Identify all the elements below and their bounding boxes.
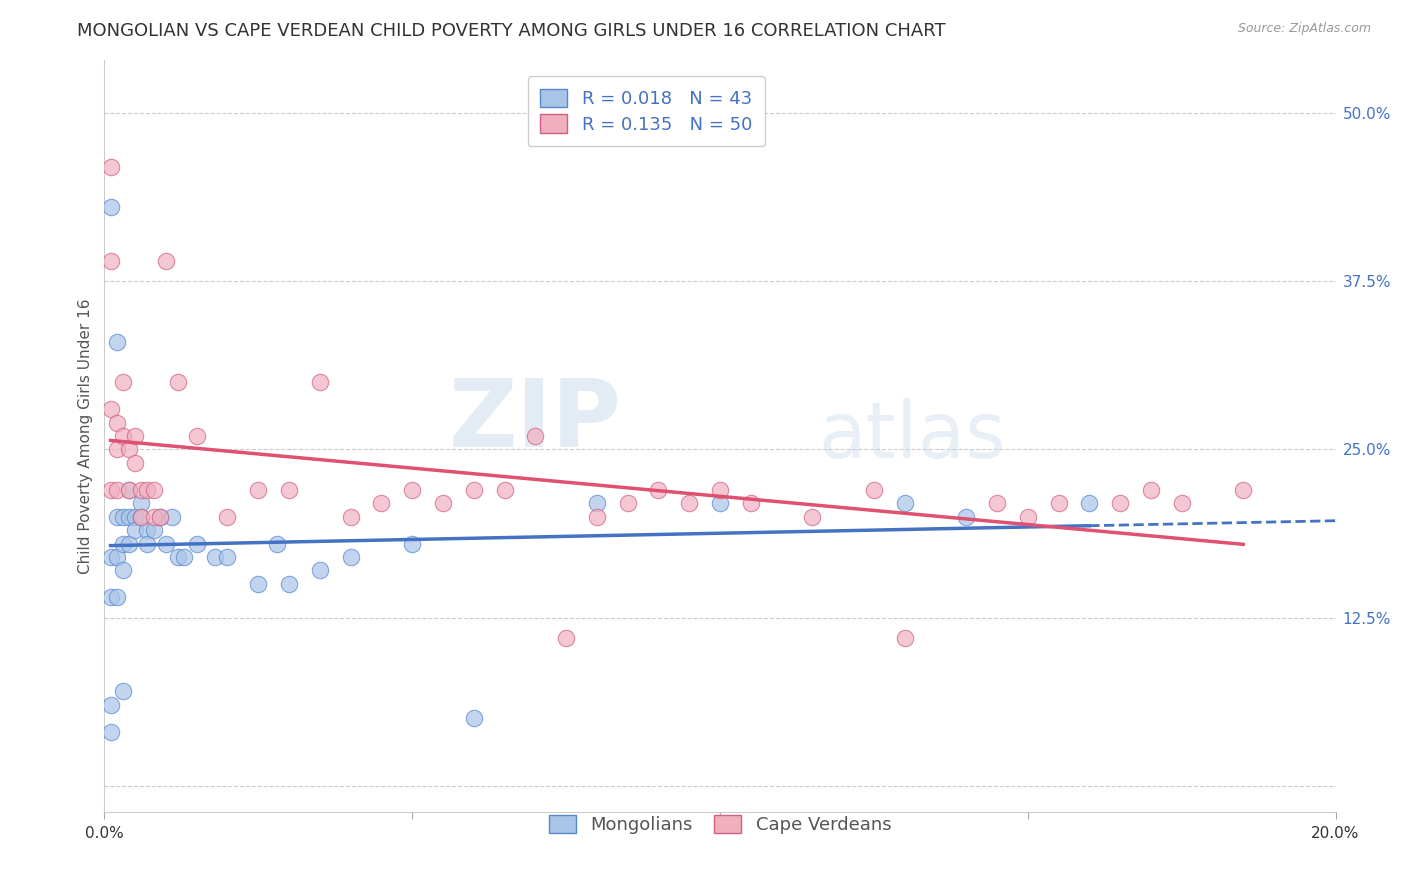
Point bbox=[586, 509, 609, 524]
Point bbox=[118, 483, 141, 497]
Point bbox=[1170, 496, 1192, 510]
Point bbox=[173, 549, 195, 564]
Point bbox=[1109, 496, 1132, 510]
Point bbox=[105, 334, 128, 349]
Point bbox=[278, 577, 301, 591]
Y-axis label: Child Poverty Among Girls Under 16: Child Poverty Among Girls Under 16 bbox=[79, 298, 93, 574]
Point bbox=[131, 496, 153, 510]
Point bbox=[100, 201, 122, 215]
Point bbox=[463, 483, 485, 497]
Point bbox=[100, 254, 122, 268]
Point bbox=[370, 496, 392, 510]
Point bbox=[118, 509, 141, 524]
Point bbox=[160, 509, 183, 524]
Point bbox=[111, 564, 134, 578]
Point bbox=[709, 496, 731, 510]
Point bbox=[801, 509, 824, 524]
Point bbox=[118, 442, 141, 457]
Text: atlas: atlas bbox=[818, 398, 1005, 474]
Point bbox=[142, 523, 165, 537]
Point bbox=[217, 549, 239, 564]
Point bbox=[100, 402, 122, 417]
Point bbox=[124, 523, 146, 537]
Point bbox=[155, 536, 177, 550]
Text: ZIP: ZIP bbox=[449, 375, 621, 467]
Point bbox=[100, 724, 122, 739]
Point bbox=[893, 496, 915, 510]
Point bbox=[100, 698, 122, 712]
Point bbox=[247, 577, 270, 591]
Point bbox=[155, 254, 177, 268]
Point bbox=[100, 549, 122, 564]
Point bbox=[463, 711, 485, 725]
Point bbox=[136, 483, 159, 497]
Point bbox=[105, 442, 128, 457]
Point bbox=[494, 483, 516, 497]
Point bbox=[524, 429, 547, 443]
Point bbox=[111, 509, 134, 524]
Point bbox=[401, 483, 423, 497]
Point bbox=[1232, 483, 1254, 497]
Legend: Mongolians, Cape Verdeans: Mongolians, Cape Verdeans bbox=[537, 804, 903, 845]
Point bbox=[278, 483, 301, 497]
Point bbox=[266, 536, 288, 550]
Point bbox=[647, 483, 669, 497]
Point bbox=[136, 523, 159, 537]
Point bbox=[616, 496, 638, 510]
Point bbox=[142, 483, 165, 497]
Point bbox=[555, 631, 578, 645]
Point bbox=[131, 509, 153, 524]
Point bbox=[111, 684, 134, 698]
Point bbox=[1047, 496, 1070, 510]
Point bbox=[709, 483, 731, 497]
Point bbox=[204, 549, 226, 564]
Point bbox=[586, 496, 609, 510]
Point bbox=[111, 376, 134, 390]
Point bbox=[678, 496, 700, 510]
Point bbox=[955, 509, 977, 524]
Point bbox=[131, 483, 153, 497]
Point bbox=[105, 509, 128, 524]
Point bbox=[131, 509, 153, 524]
Point bbox=[118, 483, 141, 497]
Point bbox=[124, 429, 146, 443]
Point bbox=[136, 536, 159, 550]
Point bbox=[100, 483, 122, 497]
Point bbox=[105, 483, 128, 497]
Point bbox=[100, 160, 122, 174]
Point bbox=[118, 536, 141, 550]
Point bbox=[186, 536, 208, 550]
Point bbox=[308, 376, 330, 390]
Point bbox=[339, 549, 361, 564]
Point bbox=[1078, 496, 1101, 510]
Point bbox=[308, 564, 330, 578]
Point bbox=[111, 536, 134, 550]
Point bbox=[186, 429, 208, 443]
Point bbox=[100, 591, 122, 605]
Point bbox=[740, 496, 762, 510]
Point bbox=[142, 509, 165, 524]
Point bbox=[149, 509, 172, 524]
Point bbox=[167, 376, 190, 390]
Text: Source: ZipAtlas.com: Source: ZipAtlas.com bbox=[1237, 22, 1371, 36]
Point bbox=[111, 429, 134, 443]
Text: MONGOLIAN VS CAPE VERDEAN CHILD POVERTY AMONG GIRLS UNDER 16 CORRELATION CHART: MONGOLIAN VS CAPE VERDEAN CHILD POVERTY … bbox=[77, 22, 946, 40]
Point bbox=[167, 549, 190, 564]
Point bbox=[893, 631, 915, 645]
Point bbox=[1017, 509, 1039, 524]
Point bbox=[124, 456, 146, 470]
Point bbox=[401, 536, 423, 550]
Point bbox=[149, 509, 172, 524]
Point bbox=[105, 416, 128, 430]
Point bbox=[432, 496, 454, 510]
Point bbox=[863, 483, 886, 497]
Point bbox=[339, 509, 361, 524]
Point bbox=[1140, 483, 1163, 497]
Point bbox=[986, 496, 1008, 510]
Point bbox=[217, 509, 239, 524]
Point bbox=[105, 591, 128, 605]
Point bbox=[105, 549, 128, 564]
Point bbox=[247, 483, 270, 497]
Point bbox=[124, 509, 146, 524]
